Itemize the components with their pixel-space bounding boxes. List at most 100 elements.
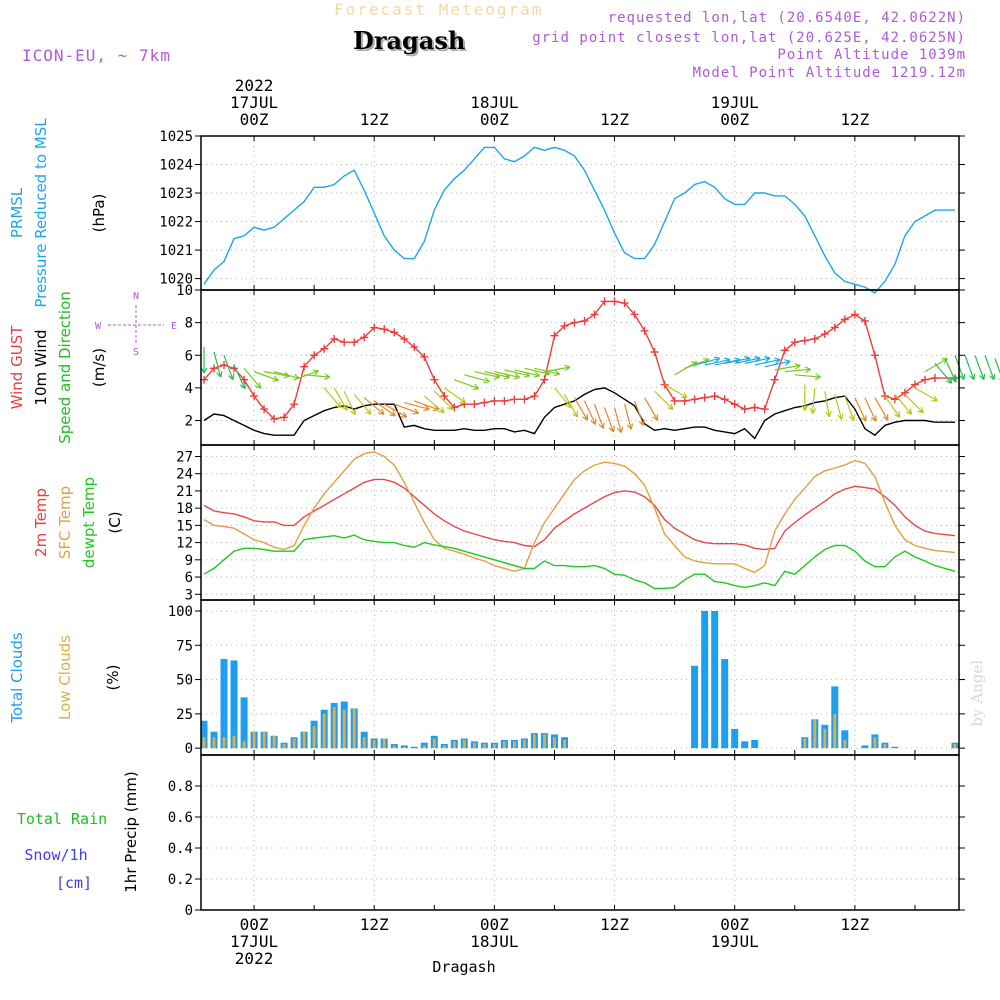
ylabel-line: Snow/1h xyxy=(24,846,87,864)
gust-point xyxy=(690,395,699,404)
wind-arrow xyxy=(494,371,521,380)
ylabel-line: [cm] xyxy=(56,874,92,892)
ylabel-line: Total Clouds xyxy=(8,632,26,724)
wind-arrow xyxy=(404,402,430,412)
ytick-label: 0.6 xyxy=(168,810,193,826)
gust-point xyxy=(310,351,319,360)
total-cloud-bar xyxy=(721,659,729,749)
compass-s: S xyxy=(133,347,139,358)
ylabel-line: 1hr Precip (mm) xyxy=(122,771,140,892)
low-cloud-bar xyxy=(392,745,396,749)
low-cloud-bar xyxy=(332,707,336,749)
low-cloud-bar xyxy=(533,734,536,749)
gust-point xyxy=(220,361,229,370)
ytick-label: 0.2 xyxy=(168,872,193,888)
gust-point xyxy=(670,396,679,405)
ytick-label: 8 xyxy=(185,316,193,332)
ytick-label: 2 xyxy=(185,414,193,430)
wind-arrow xyxy=(654,390,674,411)
wind-arrow xyxy=(944,358,957,383)
gust-point xyxy=(740,405,749,414)
wind-arrow xyxy=(613,407,624,433)
wind-arrow xyxy=(784,366,812,374)
wind-arrow xyxy=(754,357,781,366)
wind-arrow xyxy=(563,394,579,418)
wind-arrow xyxy=(454,379,480,390)
wind-arrow xyxy=(353,394,372,415)
low-cloud-bar xyxy=(833,713,837,749)
low-cloud-bar xyxy=(953,744,957,749)
gust-point xyxy=(930,374,939,383)
gust-point xyxy=(880,392,889,401)
top-time-label: 17JUL xyxy=(230,93,278,112)
gust-point xyxy=(270,414,279,423)
wind-arrow xyxy=(824,391,832,418)
low-cloud-bar xyxy=(212,737,216,749)
gust-point xyxy=(410,343,419,352)
top-time-label: 12Z xyxy=(360,110,389,129)
low-cloud-bar xyxy=(382,738,386,749)
gust-point xyxy=(540,375,549,384)
gust-point xyxy=(800,336,809,345)
wind-arrow xyxy=(894,394,913,415)
top-time-label: 12Z xyxy=(600,110,629,129)
gust-point xyxy=(430,375,439,384)
gust-point xyxy=(250,392,259,401)
requested-coordinates: requested lon,lat (20.6540E, 42.0622N) xyxy=(607,10,966,26)
low-cloud-bar xyxy=(402,746,406,749)
ylabel-line: (C) xyxy=(106,511,124,533)
wind-arrow xyxy=(934,363,953,384)
low-cloud-bar xyxy=(493,744,496,749)
wind-arrow xyxy=(363,397,385,415)
total-cloud-bar xyxy=(841,730,849,749)
gust-point xyxy=(820,330,829,339)
wind-arrow xyxy=(253,371,279,382)
wind-arrow xyxy=(514,369,541,378)
low-cloud-bar xyxy=(422,745,426,749)
gust-point xyxy=(490,396,499,405)
total-cloud-bar xyxy=(220,659,228,749)
wind-arrow xyxy=(874,397,889,421)
wind-arrow xyxy=(333,387,348,411)
bottom-time-label: 12Z xyxy=(840,915,869,934)
top-time-label: 19JUL xyxy=(711,93,759,112)
low-cloud-bar xyxy=(503,741,506,749)
wind-arrow xyxy=(343,390,356,416)
wind-arrow xyxy=(684,358,710,369)
low-cloud-bar xyxy=(342,709,346,749)
gust-point xyxy=(720,395,729,404)
wind-arrow xyxy=(864,397,877,422)
wind-arrow xyxy=(243,367,262,389)
gust-point xyxy=(440,392,449,401)
top-time-label: 00Z xyxy=(240,110,269,129)
gust-point xyxy=(330,334,339,343)
wind-arrow xyxy=(774,363,801,371)
wind-arrow xyxy=(200,347,208,374)
bottom-time-label: 00Z xyxy=(480,915,509,934)
ytick-label: 1024 xyxy=(159,158,193,174)
gust-point xyxy=(620,299,629,308)
bottom-time-label: 2022 xyxy=(235,949,274,968)
gust-point xyxy=(580,317,589,325)
low-cloud-bar xyxy=(372,739,376,749)
low-cloud-bar xyxy=(252,731,256,749)
top-time-label: 2022 xyxy=(235,76,274,95)
gust-point xyxy=(560,321,569,330)
ytick-label: 0 xyxy=(185,903,193,919)
low-cloud-bar xyxy=(352,708,356,749)
ytick-label: 9 xyxy=(185,553,193,569)
wind-arrow xyxy=(984,355,996,381)
ytick-label: 75 xyxy=(176,638,193,654)
ytick-label: 1025 xyxy=(159,129,193,145)
wind-arrow xyxy=(373,400,397,417)
gust-point xyxy=(770,375,779,384)
panel-frame xyxy=(200,444,960,601)
model-point-altitude: Model Point Altitude 1219.12m xyxy=(692,65,966,81)
top-time-label: 12Z xyxy=(840,110,869,129)
wind-arrow xyxy=(583,400,597,425)
panel-clouds: 0 25 50 75 100 Total Clouds Low Clouds (%) xyxy=(8,599,965,757)
